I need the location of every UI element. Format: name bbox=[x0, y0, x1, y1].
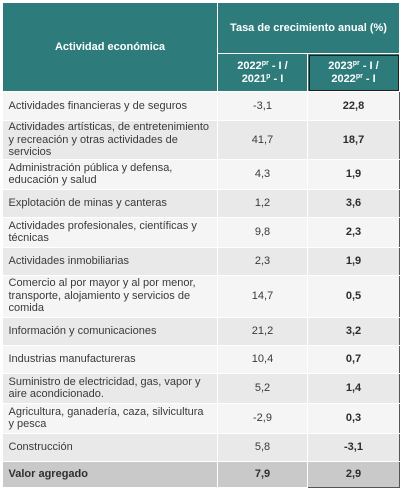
rate-2023-cell: 1,4 bbox=[307, 373, 400, 404]
table-row: Agricultura, ganadería, caza, silvicultu… bbox=[2, 403, 400, 434]
table-row: Explotación de minas y canteras 1,2 3,6 bbox=[2, 189, 400, 218]
rate-2023-cell: 1,9 bbox=[307, 159, 400, 190]
rate-2022-cell: 21,2 bbox=[217, 317, 308, 346]
activity-cell: Actividades profesionales, científicas y… bbox=[2, 217, 218, 248]
table-row: Actividades profesionales, científicas y… bbox=[2, 217, 400, 248]
rate-2022-cell: 4,3 bbox=[217, 159, 308, 190]
rate-2023-cell: -3,1 bbox=[307, 433, 400, 462]
activity-cell: Información y comunicaciones bbox=[2, 317, 218, 346]
table-body: Actividades financieras y de seguros -3,… bbox=[2, 91, 400, 488]
rate-2023-cell: 18,7 bbox=[307, 120, 400, 160]
table-row: Actividades inmobiliarias 2,3 1,9 bbox=[2, 247, 400, 276]
rate-2022-cell: 10,4 bbox=[217, 345, 308, 374]
total-row: Valor agregado 7,9 2,9 bbox=[2, 461, 400, 488]
rate-2022-cell: -2,9 bbox=[217, 403, 308, 434]
header-period-1: 2022pr - I / 2021p - I bbox=[217, 53, 308, 92]
rate-2023-cell: 2,3 bbox=[307, 217, 400, 248]
table-row: Construcción 5,8 -3,1 bbox=[2, 433, 400, 462]
table-row: Información y comunicaciones 21,2 3,2 bbox=[2, 317, 400, 346]
rate-2022-cell: 9,8 bbox=[217, 217, 308, 248]
total-label: Valor agregado bbox=[2, 461, 218, 488]
rate-2022-cell: 5,8 bbox=[217, 433, 308, 462]
rate-2023-cell: 3,6 bbox=[307, 189, 400, 218]
activity-cell: Comercio al por mayor y al por menor, tr… bbox=[2, 275, 218, 318]
rate-2023-cell: 22,8 bbox=[307, 91, 400, 121]
activity-cell: Administración pública y defensa, educac… bbox=[2, 159, 218, 190]
activity-cell: Industrias manufactureras bbox=[2, 345, 218, 374]
table-row: Comercio al por mayor y al por menor, tr… bbox=[2, 275, 400, 318]
activity-cell: Agricultura, ganadería, caza, silvicultu… bbox=[2, 403, 218, 434]
activity-cell: Construcción bbox=[2, 433, 218, 462]
table-row: Actividades financieras y de seguros -3,… bbox=[2, 91, 400, 121]
total-rate-2022: 7,9 bbox=[217, 461, 308, 488]
total-rate-2023: 2,9 bbox=[307, 461, 400, 488]
table-row: Suministro de electricidad, gas, vapor y… bbox=[2, 373, 400, 404]
header-period-2: 2023pr - I / 2022pr - I bbox=[307, 53, 400, 92]
table-header: Actividad económica Tasa de crecimiento … bbox=[2, 2, 400, 92]
activity-cell: Actividades inmobiliarias bbox=[2, 247, 218, 276]
table-row: Administración pública y defensa, educac… bbox=[2, 159, 400, 190]
activity-cell: Suministro de electricidad, gas, vapor y… bbox=[2, 373, 218, 404]
rate-2022-cell: 2,3 bbox=[217, 247, 308, 276]
activity-cell: Explotación de minas y canteras bbox=[2, 189, 218, 218]
rate-2023-cell: 0,5 bbox=[307, 275, 400, 318]
rate-2023-cell: 0,7 bbox=[307, 345, 400, 374]
rate-2022-cell: 1,2 bbox=[217, 189, 308, 218]
rate-2022-cell: 14,7 bbox=[217, 275, 308, 318]
activity-cell: Actividades financieras y de seguros bbox=[2, 91, 218, 121]
rate-2022-cell: -3,1 bbox=[217, 91, 308, 121]
activity-cell: Actividades artísticas, de entretenimien… bbox=[2, 120, 218, 160]
header-growth-rate: Tasa de crecimiento anual (%) bbox=[217, 2, 400, 54]
rate-2023-cell: 1,9 bbox=[307, 247, 400, 276]
header-activity: Actividad económica bbox=[2, 2, 218, 92]
rate-2023-cell: 3,2 bbox=[307, 317, 400, 346]
rate-2023-cell: 0,3 bbox=[307, 403, 400, 434]
rate-2022-cell: 41,7 bbox=[217, 120, 308, 160]
table-row: Industrias manufactureras 10,4 0,7 bbox=[2, 345, 400, 374]
table-row: Actividades artísticas, de entretenimien… bbox=[2, 120, 400, 160]
rate-2022-cell: 5,2 bbox=[217, 373, 308, 404]
